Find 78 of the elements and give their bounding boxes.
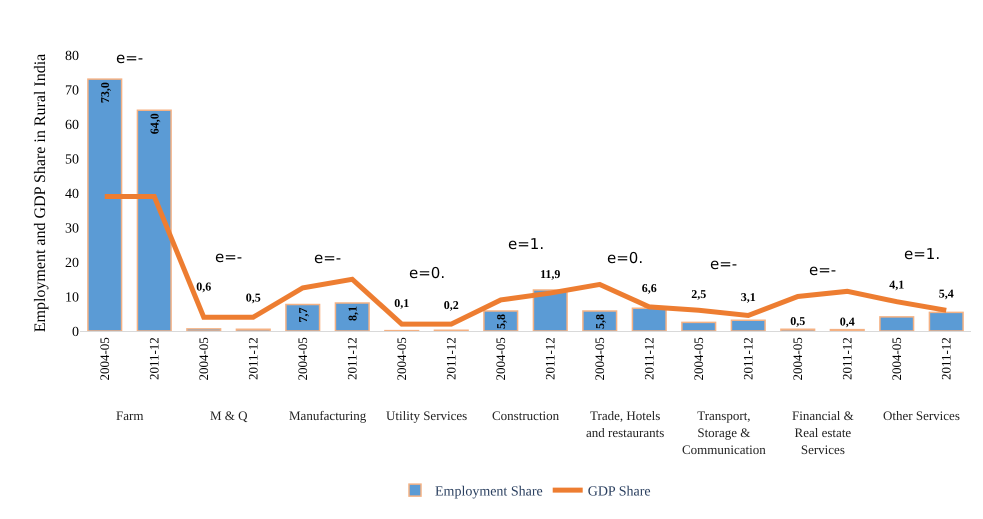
annotation: e=0.: [409, 264, 446, 282]
text: M & Q: [210, 408, 248, 423]
text: Trade, Hotels and restaurants: [586, 408, 664, 440]
annotation: e=-: [116, 49, 144, 67]
x-tick-label: 2004-05: [196, 337, 211, 381]
data-label: 7,7: [296, 307, 310, 322]
x-tick-label: 2011-12: [542, 337, 558, 380]
x-tick-label: 2004-05: [790, 337, 805, 381]
data-label: 0,5: [246, 290, 261, 305]
bar: [87, 78, 122, 331]
annotation: e=-: [215, 248, 242, 266]
bar: [136, 109, 172, 331]
x-tick-label: 2011-12: [839, 337, 854, 380]
bar: [879, 316, 914, 331]
text: Utility Services: [386, 408, 468, 423]
bar: [334, 302, 370, 331]
bar: [582, 310, 618, 331]
legend-label: Employment Share: [435, 484, 543, 500]
y-tick-label: 0: [72, 324, 79, 340]
legend-label: GDP Share: [588, 484, 651, 500]
y-axis-title: Employment and GDP Share in Rural India: [32, 54, 49, 332]
x-tick-label: 2004-05: [96, 337, 112, 381]
y-tick-label: 10: [65, 290, 79, 306]
data-label: 64,0: [147, 113, 162, 134]
annotation: e=1.: [904, 245, 940, 263]
y-tick-label: 80: [65, 48, 79, 64]
data-label: 0,4: [840, 314, 855, 329]
x-tick-label: 2011-12: [443, 337, 458, 380]
annotation: e=-: [809, 261, 836, 279]
bar: [681, 322, 716, 331]
y-tick-label: 70: [65, 83, 79, 98]
data-label: 3,1: [740, 290, 756, 304]
text: Other Services: [883, 408, 960, 423]
bar: [186, 328, 222, 331]
text: Manufacturing: [289, 408, 367, 423]
annotation: e=-: [314, 249, 342, 267]
data-label: 2,5: [691, 286, 706, 301]
data-label: 0,1: [394, 296, 410, 310]
data-label: 6,6: [642, 281, 657, 296]
bar: [730, 320, 766, 331]
annotation: e=1.: [508, 235, 544, 253]
text: Transport, Storage & Communication: [682, 408, 766, 457]
x-tick-label: 2004-05: [394, 337, 409, 381]
text: Construction: [492, 408, 560, 423]
data-label: 5,8: [494, 314, 508, 329]
x-tick-label: 2011-12: [740, 337, 756, 380]
data-label: 5,8: [592, 314, 607, 329]
y-tick-label: 20: [65, 256, 79, 271]
bar: [285, 304, 320, 331]
bar: [928, 312, 964, 331]
y-tick-label: 30: [65, 221, 79, 236]
y-tick-label: 50: [65, 152, 79, 168]
annotation: e=0.: [607, 249, 644, 267]
data-label: 8,1: [345, 306, 360, 322]
text: Farm: [116, 408, 144, 423]
data-label: 0,6: [196, 280, 212, 294]
data-label: 4,1: [889, 277, 904, 292]
data-label: 0,2: [444, 298, 459, 312]
x-tick-label: 2011-12: [641, 337, 656, 380]
x-tick-label: 2004-05: [592, 337, 607, 381]
x-tick-label: 2011-12: [344, 337, 360, 380]
y-tick-label: 60: [65, 118, 79, 133]
x-tick-label: 2004-05: [888, 337, 904, 381]
x-tick-label: 2004-05: [690, 337, 706, 381]
x-tick-label: 2011-12: [938, 337, 954, 380]
x-tick-label: 2004-05: [294, 337, 310, 381]
data-label: 73,0: [98, 82, 112, 104]
data-label: 5,4: [938, 286, 954, 300]
x-tick-label: 2004-05: [492, 337, 508, 381]
x-tick-label: 2011-12: [146, 337, 162, 380]
bar: [483, 310, 518, 331]
bar: [632, 307, 667, 331]
text: Financial & Real estate Services: [792, 408, 854, 457]
data-label: 11,9: [540, 266, 560, 281]
y-tick-label: 40: [65, 186, 79, 202]
data-label: 0,5: [790, 314, 806, 328]
annotation: e=-: [710, 255, 738, 273]
x-tick-label: 2011-12: [245, 337, 260, 380]
